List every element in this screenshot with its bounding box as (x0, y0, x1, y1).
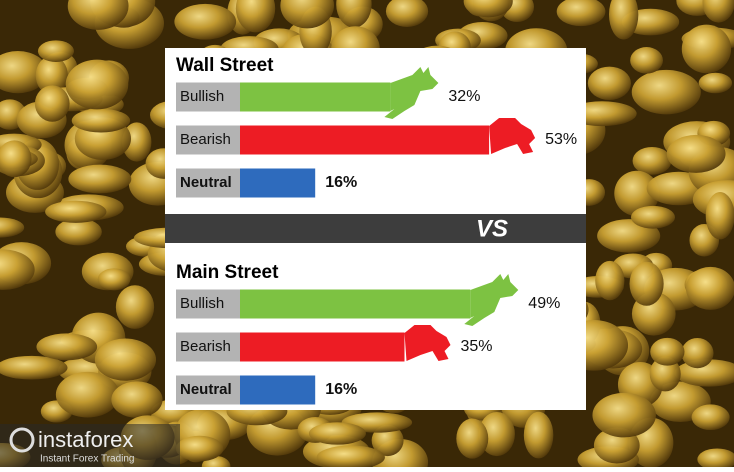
category-box (176, 375, 240, 405)
nugget (280, 0, 335, 29)
divider-text: VS (476, 215, 508, 242)
divider-band (165, 214, 586, 243)
nugget (94, 338, 157, 381)
value-label: 35% (461, 338, 493, 355)
nugget (36, 333, 98, 361)
nugget (681, 24, 732, 74)
bar (240, 168, 316, 198)
nugget (595, 260, 625, 301)
nugget (478, 411, 515, 457)
nugget (649, 356, 681, 392)
nugget (316, 445, 385, 470)
nugget (34, 85, 70, 122)
nugget (523, 411, 554, 459)
nugget (55, 218, 102, 246)
nugget (37, 40, 74, 62)
category-label: Neutral (180, 381, 232, 398)
nugget (55, 371, 120, 418)
nugget (175, 435, 224, 462)
nugget (0, 355, 68, 380)
category-box (176, 332, 240, 362)
bar (240, 332, 405, 362)
bear-icon (489, 118, 536, 154)
bar (240, 82, 391, 112)
chart-title: Wall Street (176, 55, 274, 76)
nugget (0, 140, 32, 178)
nugget (385, 0, 429, 27)
nugget (666, 134, 726, 173)
nugget (0, 249, 35, 290)
bar (240, 125, 490, 155)
nugget (697, 448, 734, 471)
nugget (592, 392, 656, 438)
nugget (174, 3, 237, 40)
nugget (68, 164, 132, 194)
charts: Wall Street Bullish 32% Bearish 53% Neutral 16… (176, 55, 577, 405)
nugget (630, 205, 675, 229)
bar (240, 375, 316, 405)
watermark-brand: instaforex (38, 427, 133, 452)
nugget (629, 261, 664, 306)
nugget (235, 0, 276, 33)
bull-icon (464, 274, 519, 326)
nugget (71, 108, 131, 133)
category-label: Bearish (180, 131, 231, 148)
watermark-logo (9, 427, 35, 453)
nugget (691, 404, 730, 431)
nugget (556, 0, 606, 27)
nugget (45, 200, 107, 223)
category-label: Bullish (180, 295, 224, 312)
value-label: 16% (325, 381, 357, 398)
nugget (463, 0, 513, 18)
nugget (587, 66, 631, 100)
nugget (0, 217, 25, 238)
nugget (681, 338, 714, 369)
nugget (702, 0, 734, 23)
category-label: Bullish (180, 88, 224, 105)
watermark-tagline: Instant Forex Trading (40, 454, 135, 465)
category-label: Bearish (180, 338, 231, 355)
category-label: Neutral (180, 174, 232, 191)
nugget (614, 170, 660, 217)
nugget (705, 192, 734, 240)
nugget (0, 50, 48, 94)
bar (240, 289, 471, 319)
nugget (65, 59, 129, 110)
chart-title: Main Street (176, 262, 279, 283)
nugget (608, 0, 639, 40)
nugget (698, 72, 733, 94)
value-label: 53% (545, 131, 577, 148)
nugget (308, 422, 366, 445)
nugget (632, 146, 672, 175)
nugget (630, 47, 663, 74)
category-box (176, 289, 240, 319)
category-box (176, 168, 240, 198)
bear-icon (404, 325, 451, 361)
nugget (67, 0, 129, 30)
category-box (176, 82, 240, 112)
nugget (35, 55, 68, 95)
category-box (176, 125, 240, 155)
nugget (111, 381, 163, 418)
value-label: 16% (325, 174, 357, 191)
nugget (631, 69, 701, 115)
value-label: 49% (528, 295, 560, 312)
nugget (97, 268, 131, 291)
nugget (336, 0, 372, 28)
nugget (456, 418, 489, 459)
nugget (650, 337, 685, 366)
nugget (685, 266, 734, 310)
nugget (115, 285, 155, 329)
value-label: 32% (448, 88, 480, 105)
bull-icon (384, 67, 439, 119)
